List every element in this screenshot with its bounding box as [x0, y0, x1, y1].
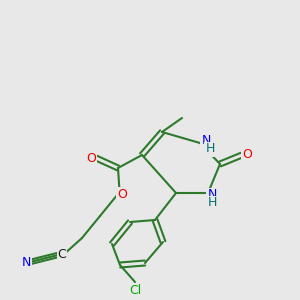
Text: H: H	[205, 142, 215, 155]
Text: N: N	[21, 256, 31, 268]
Text: O: O	[242, 148, 252, 161]
Text: O: O	[86, 152, 96, 164]
Text: N: N	[207, 188, 217, 202]
Text: H: H	[207, 196, 217, 209]
Text: O: O	[117, 188, 127, 200]
Text: C: C	[58, 248, 66, 262]
Text: Cl: Cl	[129, 284, 141, 296]
Text: N: N	[201, 134, 211, 148]
